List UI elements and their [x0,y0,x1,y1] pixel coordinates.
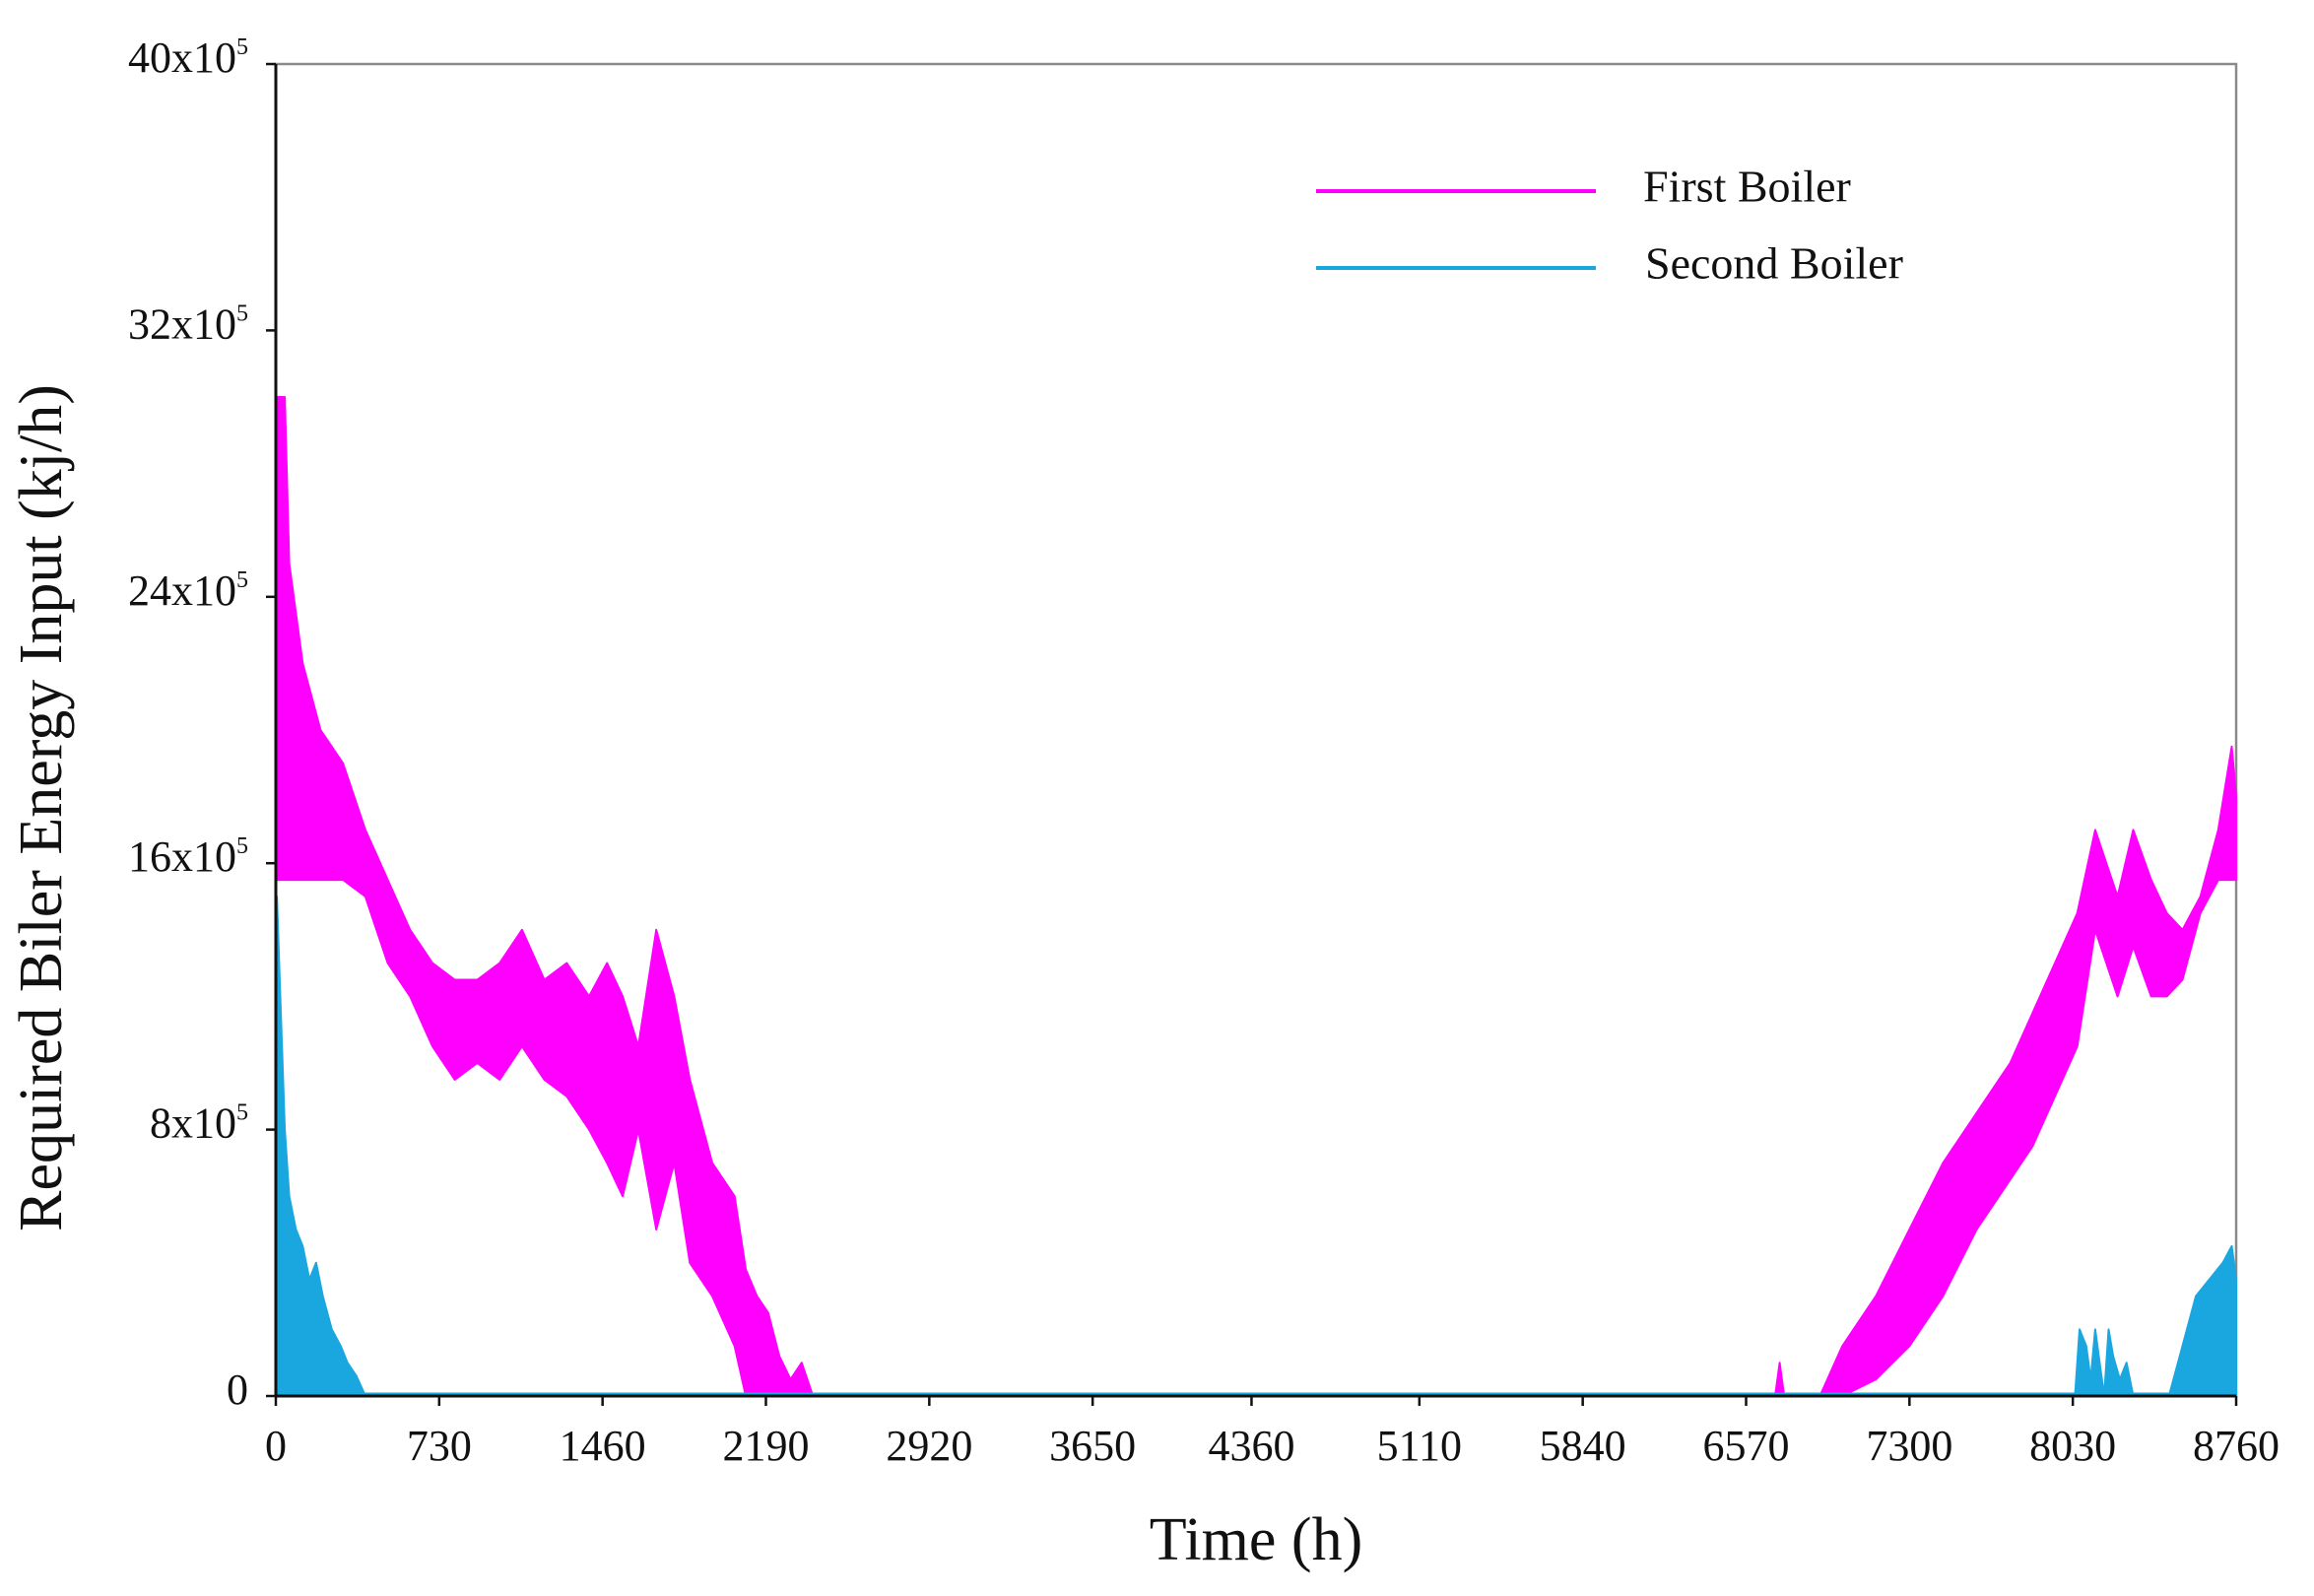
x-tick-label: 7300 [1866,1422,1952,1470]
x-tick-label: 1460 [560,1422,646,1470]
y-tick-label: 8x105 [150,1099,248,1148]
x-tick-label: 4360 [1208,1422,1294,1470]
legend: First Boiler Second Boiler [1316,162,1903,289]
x-tick-label: 8030 [2029,1422,2116,1470]
legend-label-second-boiler: Second Boiler [1645,238,1903,289]
x-tick-label: 5840 [1540,1422,1626,1470]
legend-label-first-boiler: First Boiler [1643,162,1851,212]
y-tick-label: 24x105 [128,566,248,615]
y-tick-label: 32x105 [128,299,248,348]
x-tick-label: 2920 [886,1422,972,1470]
y-ticks: 0 8x105 16x105 24x105 32x105 40x105 [128,33,276,1414]
x-tick-label: 8760 [2193,1422,2280,1470]
y-axis-title: Required Biler Energy Input (kj/h) [8,384,75,1231]
series-second-boiler-area [275,896,2237,1397]
x-ticks: 0 730 1460 2190 2920 3650 4360 5110 5840 6570 7300… [265,1396,2280,1470]
series-layer [275,396,2237,1397]
x-tick-label: 5110 [1377,1422,1462,1470]
x-tick-label: 3650 [1049,1422,1136,1470]
x-tick-label: 0 [265,1422,287,1470]
series-first-boiler-band [275,396,2237,1397]
plot-frame [274,62,2238,1398]
y-tick-label: 0 [227,1365,248,1414]
y-tick-label: 40x105 [128,33,248,82]
x-tick-label: 6570 [1703,1422,1790,1470]
x-tick-label: 730 [407,1422,472,1470]
x-axis-title: Time (h) [1150,1506,1362,1573]
x-tick-label: 2190 [723,1422,810,1470]
y-tick-label: 16x105 [128,832,248,881]
